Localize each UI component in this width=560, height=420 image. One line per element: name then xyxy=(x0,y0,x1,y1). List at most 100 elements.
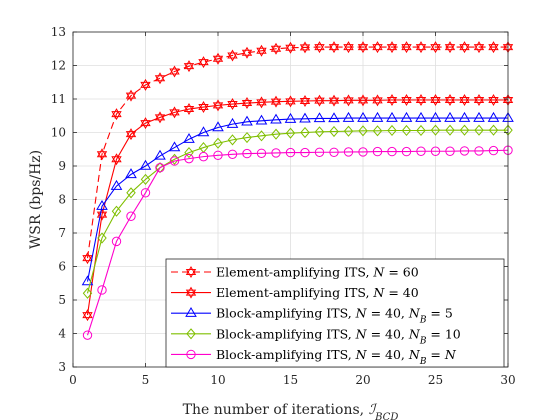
data-point xyxy=(429,111,442,122)
marker-triangle-down xyxy=(169,109,180,119)
data-point xyxy=(271,128,281,140)
marker-triangle-up xyxy=(488,41,499,51)
data-point xyxy=(387,124,397,137)
data-point xyxy=(154,72,166,85)
marker-triangle-down xyxy=(140,81,151,91)
legend-text-part: Block-amplifying ITS, xyxy=(216,326,356,341)
data-point xyxy=(299,41,311,54)
data-point xyxy=(96,200,108,210)
marker-triangle-up xyxy=(169,106,180,116)
marker-triangle-down xyxy=(444,97,456,107)
marker-triangle-up xyxy=(357,41,369,51)
marker-triangle-down xyxy=(198,59,209,69)
marker-triangle-up xyxy=(372,94,383,104)
marker-triangle-down xyxy=(270,45,282,55)
legend-entry-5: Block-amplifying ITS, N = 40, NB = N xyxy=(171,347,457,367)
data-point xyxy=(226,117,239,128)
marker-triangle-down xyxy=(111,156,122,166)
series-5 xyxy=(82,145,513,340)
data-point xyxy=(96,148,108,161)
legend-entry-2: Element-amplifying ITS, N = 40 xyxy=(171,285,419,300)
y-tick-label: 8 xyxy=(58,193,66,207)
data-point xyxy=(473,111,485,122)
marker-triangle-up xyxy=(241,97,253,107)
data-point xyxy=(343,94,354,107)
data-point xyxy=(313,112,326,123)
data-point xyxy=(241,97,253,110)
data-point xyxy=(445,124,455,136)
marker-triangle-up xyxy=(415,93,427,103)
legend-symbol-n: N xyxy=(372,285,385,300)
marker-triangle-down xyxy=(183,106,195,116)
marker-triangle-up xyxy=(185,286,197,296)
x-tick-label: 30 xyxy=(500,373,515,387)
data-point xyxy=(256,44,267,57)
legend-symbol-n: N xyxy=(444,347,457,362)
marker-triangle-down xyxy=(241,100,253,110)
data-point xyxy=(213,150,223,160)
data-point xyxy=(126,187,136,199)
y-tick-label: 9 xyxy=(58,159,66,173)
data-point xyxy=(430,124,441,136)
marker-triangle-down xyxy=(357,44,369,54)
data-point xyxy=(183,103,195,116)
marker-triangle-up xyxy=(343,41,354,51)
data-point xyxy=(154,111,166,124)
data-point xyxy=(198,101,209,114)
legend-symbol-n: N xyxy=(355,306,368,321)
data-point xyxy=(474,146,484,156)
data-point xyxy=(111,205,122,217)
y-tick-label: 11 xyxy=(51,92,66,106)
marker-triangle-up xyxy=(183,60,195,70)
data-point xyxy=(343,41,354,54)
marker-triangle-up xyxy=(82,252,93,262)
legend: Element-amplifying ITS, N = 60 Element-am… xyxy=(165,258,505,368)
legend-subscript: B xyxy=(419,357,427,367)
marker-triangle-down xyxy=(256,99,267,109)
marker-triangle-up xyxy=(270,42,282,52)
data-point xyxy=(314,41,325,54)
data-point xyxy=(386,93,398,107)
marker-triangle-down xyxy=(299,98,311,108)
data-point xyxy=(184,153,194,164)
marker-triangle-down xyxy=(444,44,456,54)
y-tick-label: 6 xyxy=(58,260,66,274)
data-point xyxy=(400,111,413,122)
legend-entry-1: Element-amplifying ITS, N = 60 xyxy=(171,265,419,280)
y-tick-label: 10 xyxy=(51,126,66,140)
data-point xyxy=(212,52,224,65)
marker-triangle-down xyxy=(473,44,485,54)
data-point xyxy=(444,111,456,122)
legend-marker xyxy=(185,307,197,317)
marker-triangle-up xyxy=(415,41,427,51)
data-point xyxy=(285,41,296,54)
y-tick-label: 12 xyxy=(51,59,66,73)
y-tick-label: 13 xyxy=(51,25,66,39)
marker-triangle-up xyxy=(96,208,108,218)
y-tick-label: 7 xyxy=(58,226,66,240)
legend-symbol-n: N xyxy=(408,347,421,362)
data-point xyxy=(473,41,485,54)
marker-triangle-up xyxy=(328,94,340,104)
marker-triangle-up xyxy=(328,41,340,51)
marker-triangle-up xyxy=(241,46,253,56)
data-point xyxy=(459,146,470,156)
data-point xyxy=(82,309,93,322)
data-point xyxy=(416,146,426,156)
legend-text-part: Block-amplifying ITS, xyxy=(216,347,356,362)
data-point xyxy=(444,93,456,107)
legend-symbol-n: N xyxy=(408,306,421,321)
legend-marker xyxy=(186,349,196,360)
marker-triangle-down xyxy=(285,98,296,108)
y-tick-label: 4 xyxy=(58,327,66,341)
data-point xyxy=(285,147,296,158)
data-point xyxy=(139,159,152,170)
marker-triangle-down xyxy=(328,97,340,107)
data-point xyxy=(284,112,297,123)
marker-triangle-down xyxy=(459,97,470,107)
data-point xyxy=(213,137,223,149)
legend-text-part: Block-amplifying ITS, xyxy=(216,306,356,321)
legend-subscript: B xyxy=(419,316,427,326)
data-point xyxy=(328,112,340,123)
data-point xyxy=(81,275,94,286)
